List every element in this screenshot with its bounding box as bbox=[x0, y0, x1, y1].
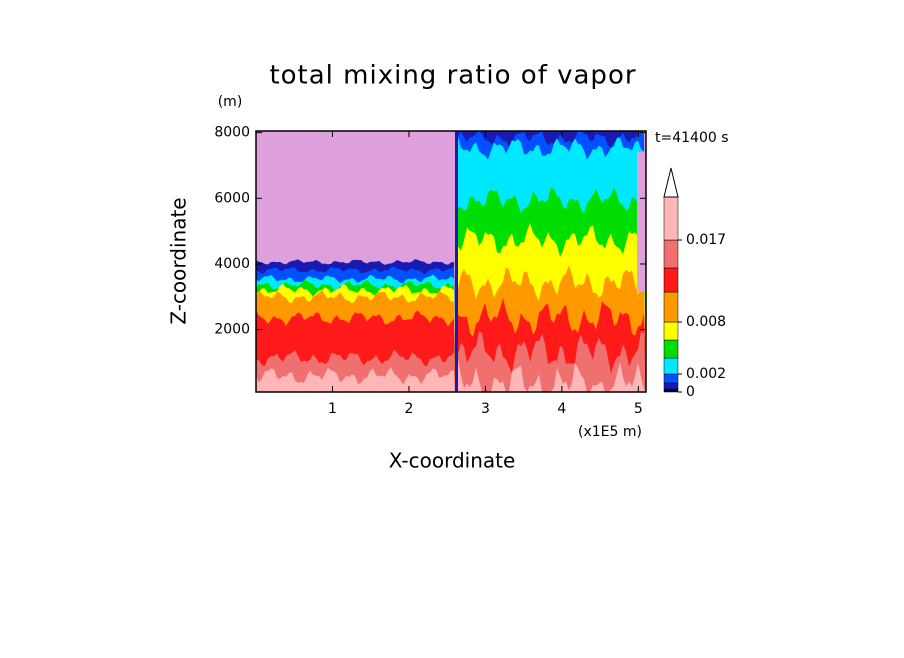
y-tick-label: 6000 bbox=[214, 190, 250, 206]
colorbar-segment bbox=[663, 267, 679, 293]
contour-band bbox=[458, 331, 646, 392]
colorbar-arrow bbox=[663, 167, 679, 198]
y-unit: (m) bbox=[218, 94, 243, 110]
colorbar-segment bbox=[663, 339, 679, 359]
colorbar-segment bbox=[663, 373, 679, 384]
colorbar-segment bbox=[663, 196, 679, 241]
x-unit: (x1E5 m) bbox=[578, 424, 642, 440]
time-label: t=41400 s bbox=[655, 130, 729, 146]
y-axis-title: Z-coordinate bbox=[167, 197, 191, 324]
chart-title: total mixing ratio of vapor bbox=[269, 61, 636, 91]
contour-band bbox=[458, 359, 646, 392]
x-tick-label: 3 bbox=[481, 401, 490, 417]
contour-band bbox=[256, 367, 455, 392]
colorbar-segment bbox=[663, 382, 679, 390]
plot-frame bbox=[255, 130, 647, 393]
x-axis-title: X-coordinate bbox=[389, 449, 516, 473]
x-tick-label: 4 bbox=[557, 401, 566, 417]
x-tick-label: 1 bbox=[328, 401, 337, 417]
x-tick-label: 2 bbox=[404, 401, 413, 417]
colorbar-segment bbox=[663, 388, 679, 393]
axes: 1 2 3 4 5 2000 4000 6000 8000 0 0.002 0.008 0.017 bbox=[214, 125, 726, 417]
contour-field bbox=[256, 131, 646, 392]
colorbar-segment bbox=[663, 321, 679, 341]
y-tick-label: 8000 bbox=[214, 125, 250, 141]
colorbar-segment bbox=[663, 291, 679, 323]
x-tick-label: 5 bbox=[634, 401, 643, 417]
y-tick-label: 2000 bbox=[214, 322, 250, 338]
colorbar-tick-label: 0 bbox=[686, 384, 695, 400]
colorbar-segment bbox=[663, 357, 679, 375]
colorbar-tick-label: 0.017 bbox=[686, 232, 726, 248]
colorbar-tick-label: 0.002 bbox=[686, 366, 726, 382]
colorbar-tick-label: 0.008 bbox=[686, 314, 726, 330]
colorbar-segment bbox=[663, 239, 679, 269]
y-tick-label: 4000 bbox=[214, 256, 250, 272]
background-region bbox=[637, 152, 646, 292]
